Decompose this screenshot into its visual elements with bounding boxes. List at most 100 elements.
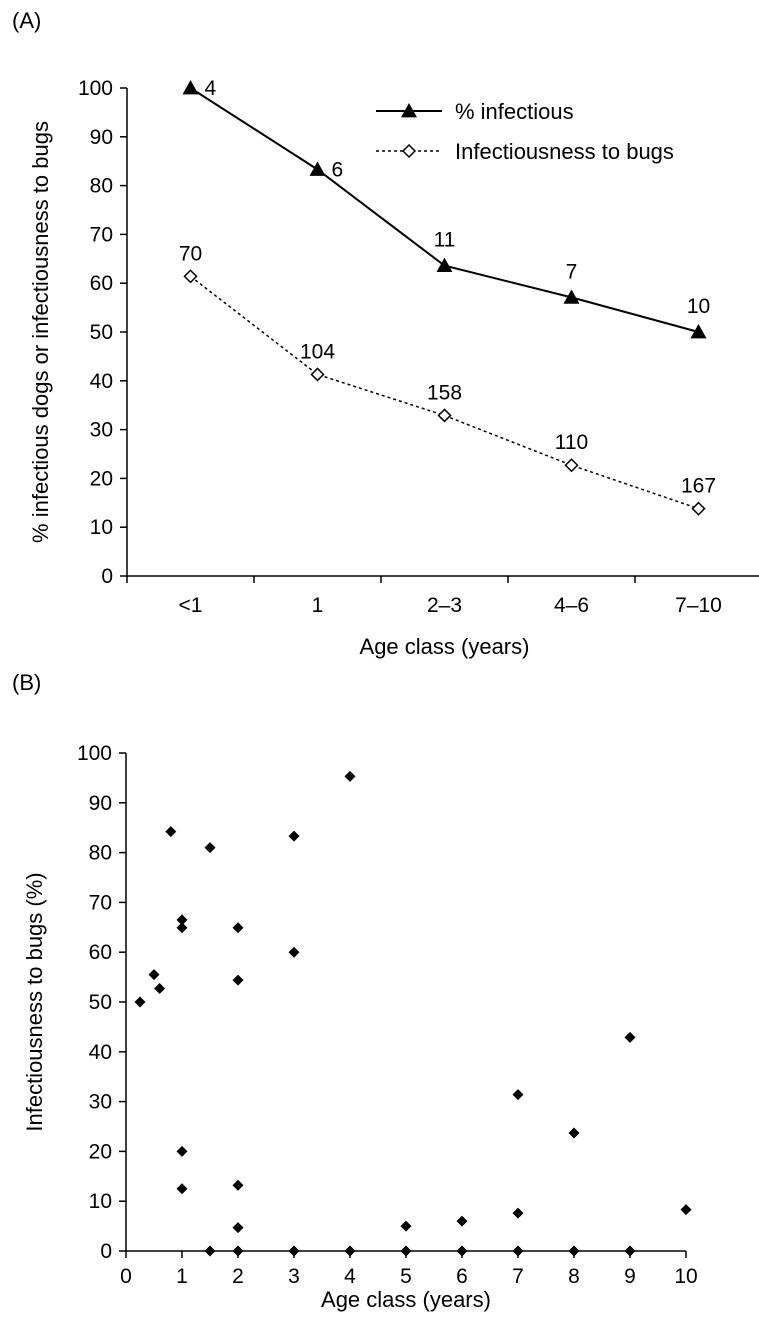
scatter-point bbox=[165, 826, 177, 838]
data-label-n-bugs: 158 bbox=[427, 381, 462, 404]
y-tick-label-a: 80 bbox=[90, 175, 113, 198]
x-tick-label-b: 0 bbox=[120, 1265, 132, 1288]
x-tick-label-b: 9 bbox=[624, 1265, 636, 1288]
x-tick-label-b: 5 bbox=[400, 1265, 412, 1288]
y-tick-label-a: 10 bbox=[90, 516, 113, 539]
series-line-infectiousness bbox=[190, 275, 699, 510]
data-point-triangle bbox=[690, 324, 707, 339]
scatter-point bbox=[568, 1245, 580, 1257]
x-tick-label-a: <1 bbox=[179, 594, 203, 617]
scatter-point bbox=[344, 770, 356, 782]
x-tick-label-b: 2 bbox=[232, 1265, 244, 1288]
scatter-point bbox=[176, 922, 188, 934]
scatter-point bbox=[232, 1222, 244, 1234]
y-tick-label-b: 90 bbox=[89, 792, 112, 815]
y-tick-label-b: 10 bbox=[89, 1190, 112, 1213]
x-tick-label-a: 1 bbox=[312, 594, 324, 617]
y-tick-label-a: 90 bbox=[90, 126, 113, 149]
y-tick-label-b: 50 bbox=[89, 991, 112, 1014]
data-point-triangle bbox=[436, 257, 453, 273]
data-point-triangle bbox=[182, 80, 199, 95]
x-tick-label-b: 3 bbox=[288, 1265, 300, 1288]
scatter-point bbox=[232, 1179, 244, 1191]
legend-a: % infectious Infectiousness to bugs bbox=[455, 99, 674, 164]
x-tick-label-a: 4–6 bbox=[554, 594, 589, 617]
y-tick-label-b: 60 bbox=[89, 941, 112, 964]
y-tick-label-a: 40 bbox=[90, 370, 113, 393]
data-point-diamond bbox=[437, 408, 452, 423]
y-tick-label-a: 0 bbox=[101, 565, 113, 588]
y-tick-label-b: 80 bbox=[89, 842, 112, 865]
scatter-point bbox=[288, 830, 300, 842]
y-tick-label-a: 50 bbox=[90, 321, 113, 344]
scatter-point bbox=[204, 842, 216, 854]
scatter-point bbox=[204, 1245, 216, 1257]
scatter-point bbox=[624, 1245, 636, 1257]
scatter-point bbox=[176, 914, 188, 926]
scatter-point bbox=[176, 1183, 188, 1195]
data-point-diamond bbox=[310, 367, 325, 382]
y-tick-label-b: 40 bbox=[89, 1041, 112, 1064]
data-label-n-dogs: 6 bbox=[332, 158, 344, 181]
y-tick-label-b: 70 bbox=[89, 891, 112, 914]
data-point-diamond bbox=[564, 458, 579, 473]
data-label-n-bugs: 110 bbox=[555, 431, 588, 454]
scatter-point bbox=[176, 1145, 188, 1157]
x-tick-label-b: 8 bbox=[568, 1265, 580, 1288]
panel-label-a: (A) bbox=[12, 8, 42, 33]
scatter-point bbox=[680, 1204, 692, 1216]
scatter-point bbox=[154, 983, 166, 995]
data-label-n-bugs: 167 bbox=[681, 475, 716, 498]
x-tick-label-b: 1 bbox=[176, 1265, 188, 1288]
x-axis-title-a: Age class (years) bbox=[360, 634, 530, 659]
scatter-point bbox=[232, 1245, 244, 1257]
series-line-percent-infectious bbox=[189, 87, 699, 333]
legend-marker-triangle bbox=[401, 103, 417, 118]
data-label-n-bugs: 70 bbox=[179, 242, 202, 265]
y-tick-label-a: 60 bbox=[90, 272, 113, 295]
scatter-point bbox=[512, 1207, 524, 1219]
legend-marker-diamond bbox=[401, 143, 417, 159]
scatter-point bbox=[148, 969, 160, 981]
legend-label-infectiousness: Infectiousness to bugs bbox=[455, 139, 674, 164]
y-tick-label-a: 70 bbox=[90, 223, 113, 246]
scatter-chart-b: Infectiousness to bugs (%) Age class (ye… bbox=[22, 742, 698, 1312]
y-tick-label-b: 20 bbox=[89, 1140, 112, 1163]
x-tick-label-b: 4 bbox=[344, 1265, 356, 1288]
data-point-diamond bbox=[691, 501, 706, 516]
data-label-n-dogs: 10 bbox=[687, 295, 710, 318]
data-point-triangle bbox=[563, 289, 580, 304]
y-axis-title-a: % infectious dogs or infectiousness to b… bbox=[28, 121, 53, 543]
scatter-point bbox=[400, 1245, 412, 1257]
scatter-point bbox=[232, 974, 244, 986]
data-point-diamond bbox=[183, 269, 198, 284]
scatter-point bbox=[624, 1031, 636, 1043]
y-tick-label-a: 100 bbox=[78, 77, 113, 100]
y-tick-label-a: 30 bbox=[90, 419, 113, 442]
x-tick-label-b: 10 bbox=[674, 1265, 697, 1288]
x-tick-label-b: 6 bbox=[456, 1265, 468, 1288]
data-label-n-dogs: 11 bbox=[434, 229, 456, 252]
chart-panel-a: (A) % infectious dogs or infectiousness … bbox=[12, 8, 759, 659]
scatter-point bbox=[456, 1215, 468, 1227]
scatter-point bbox=[344, 1245, 356, 1257]
scatter-point bbox=[288, 946, 300, 958]
x-tick-label-a: 2–3 bbox=[427, 594, 462, 617]
y-tick-label-b: 100 bbox=[77, 742, 112, 765]
x-tick-label-b: 7 bbox=[512, 1265, 524, 1288]
y-tick-label-a: 20 bbox=[90, 467, 113, 490]
legend-label-percent-infectious: % infectious bbox=[455, 99, 574, 124]
scatter-point bbox=[134, 996, 146, 1008]
x-tick-label-a: 7–10 bbox=[675, 594, 722, 617]
data-label-n-dogs: 7 bbox=[566, 260, 578, 283]
scatter-point bbox=[400, 1220, 412, 1232]
scatter-point bbox=[456, 1245, 468, 1257]
scatter-point bbox=[232, 922, 244, 934]
scatter-point bbox=[288, 1245, 300, 1257]
y-axis-title-b: Infectiousness to bugs (%) bbox=[22, 872, 47, 1131]
scatter-point bbox=[512, 1245, 524, 1257]
x-axis-title-b: Age class (years) bbox=[321, 1287, 491, 1312]
chart-panel-b: (B) Infectiousness to bugs (%) Age class… bbox=[0, 660, 759, 1319]
panel-label-b: (B) bbox=[12, 670, 42, 695]
data-label-n-bugs: 104 bbox=[300, 340, 335, 363]
